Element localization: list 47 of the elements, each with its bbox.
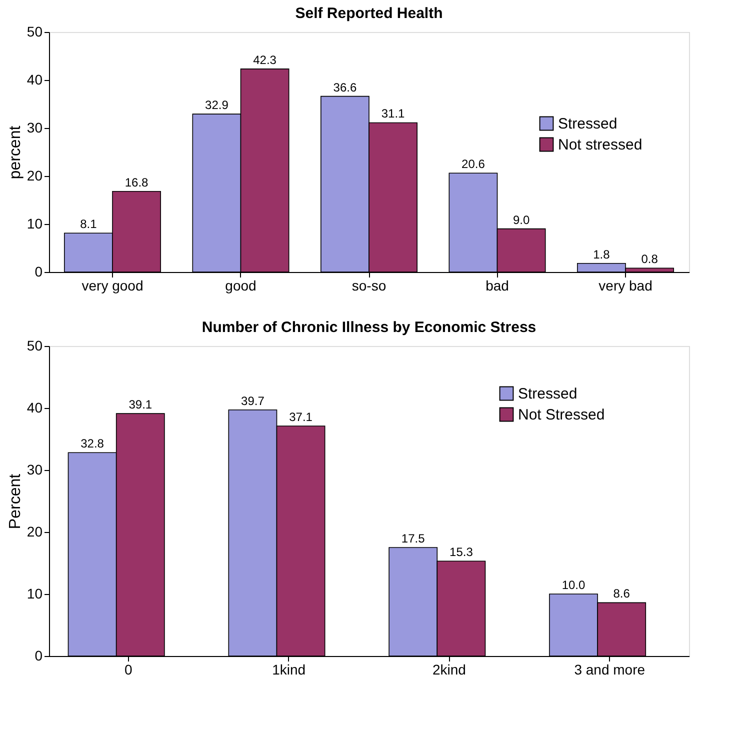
y-tick-label: 0 (34, 264, 43, 280)
y-tick-label: 40 (26, 400, 43, 416)
x-tick-label: 2kind (432, 662, 466, 678)
x-tick-label: good (225, 278, 256, 294)
y-tick-label: 10 (26, 586, 43, 602)
chart-title: Number of Chronic Illness by Economic Stress (202, 319, 536, 336)
data-label: 20.6 (462, 157, 486, 172)
data-label: 39.1 (128, 398, 152, 412)
data-label: 8.6 (613, 586, 630, 601)
chart-title: Self Reported Health (295, 5, 443, 22)
data-label: 10.0 (562, 578, 586, 592)
legend-label: Stressed (518, 386, 578, 402)
data-label: 8.1 (80, 217, 98, 232)
data-label: 37.1 (289, 410, 313, 424)
y-tick-label: 20 (26, 168, 43, 184)
data-label: 15.3 (450, 545, 474, 560)
data-label: 0.8 (641, 252, 658, 266)
data-label: 31.1 (381, 106, 406, 121)
data-label: 9.0 (512, 212, 530, 227)
y-tick-label: 40 (26, 72, 43, 88)
legend-label: Not Stressed (518, 406, 605, 424)
data-label: 17.5 (401, 532, 426, 546)
data-label: 16.8 (124, 175, 149, 190)
y-tick-label: 30 (26, 120, 43, 136)
y-tick-label: 50 (26, 338, 43, 354)
x-tick-label: so-so (352, 278, 386, 294)
x-tick-label: bad (486, 278, 509, 294)
data-label: 32.9 (205, 98, 229, 112)
y-tick-label: 30 (26, 462, 43, 478)
data-label: 42.3 (253, 52, 277, 67)
y-tick-label: 10 (26, 216, 43, 232)
y-tick-label: 50 (26, 24, 43, 40)
data-label: 36.6 (333, 80, 357, 94)
legend-label: Not stressed (558, 136, 642, 154)
x-tick-label: 0 (124, 662, 132, 678)
data-label: 1.8 (593, 247, 610, 262)
legend-label: Stressed (558, 116, 618, 132)
data-label: 32.8 (80, 436, 104, 451)
y-axis-title: percent (6, 125, 24, 180)
y-tick-label: 0 (34, 648, 43, 664)
x-tick-label: 3 and more (574, 662, 646, 678)
x-tick-label: 1kind (272, 662, 306, 678)
x-tick-label: very good (82, 278, 144, 294)
y-axis-title: Percent (6, 473, 24, 530)
y-tick-label: 20 (26, 524, 43, 540)
data-label: 39.7 (241, 394, 265, 408)
x-tick-label: very bad (598, 278, 652, 294)
